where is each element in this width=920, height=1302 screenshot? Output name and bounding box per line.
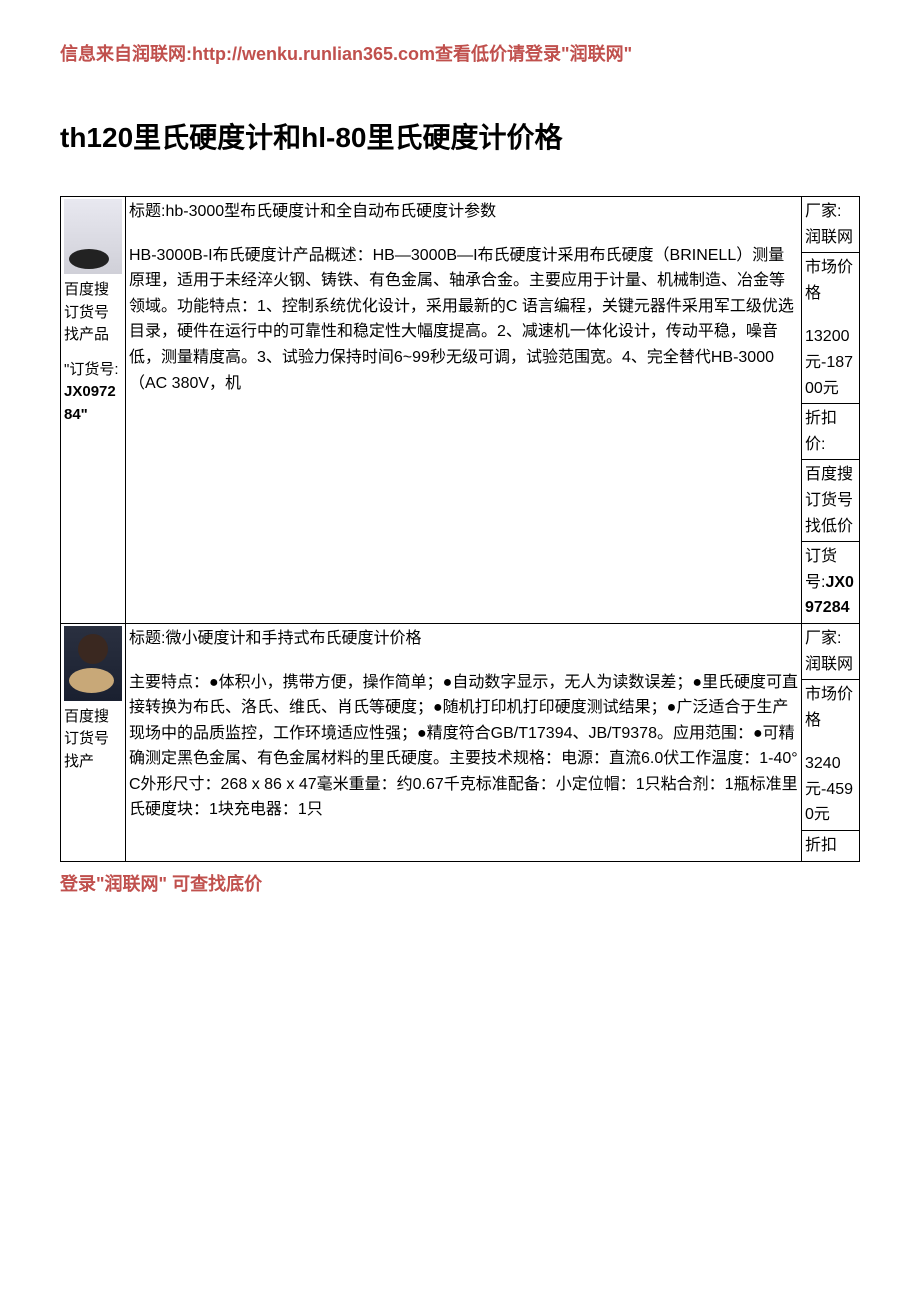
order-number: JX097284" [64,383,116,423]
item-body: HB-3000B-I布氏硬度计产品概述：HB—3000B—I布氏硬度计采用布氏硬… [129,243,798,397]
order-prefix: "订货号: [64,361,119,378]
discount-cell: 折扣 [802,831,860,862]
discount-cell: 折扣价: [802,404,860,460]
order-no-cell: 订货号:JX097284 [802,542,860,624]
order-label: "订货号: JX097284" [64,359,122,427]
discount-label: 折扣 [805,833,856,859]
market-price-value: 3240元-4590元 [805,751,856,828]
market-price-label: 市场价格 [805,255,856,306]
header-notice: 信息来自润联网:http://wenku.runlian365.com查看低价请… [60,40,860,66]
item-title: 标题:微小硬度计和手持式布氏硬度计价格 [129,626,798,652]
product-table: 百度搜订货号找产品 "订货号: JX097284" 标题:hb-3000型布氏硬度… [60,196,860,862]
footer-notice: 登录"润联网" 可查找底价 [60,870,860,896]
market-price-cell: 市场价格 3240元-4590元 [802,680,860,831]
manufacturer-cell: 厂家:润联网 [802,623,860,679]
manufacturer-cell: 厂家:润联网 [802,197,860,253]
item-body: 主要特点：●体积小，携带方便，操作简单；●自动数字显示，无人为读数误差；●里氏硬… [129,670,798,824]
left-cell: 百度搜订货号找产品 "订货号: JX097284" [61,197,126,624]
header-prefix: 信息来自润联网: [60,44,192,64]
market-price-cell: 市场价格 13200元-18700元 [802,253,860,404]
product-image [64,626,122,701]
item-title: 标题:hb-3000型布氏硬度计和全自动布氏硬度计参数 [129,199,798,225]
search-low-cell: 百度搜订货号找低价 [802,460,860,542]
search-low-label: 百度搜订货号找低价 [805,462,856,539]
product-image [64,199,122,274]
middle-cell: 标题:hb-3000型布氏硬度计和全自动布氏硬度计参数 HB-3000B-I布氏… [126,197,802,624]
table-row: 百度搜订货号找产品 "订货号:JX097284" 标题:hb-3000型布氏硬度… [61,197,860,253]
header-suffix: 查看低价请登录"润联网" [435,44,632,64]
search-label: 百度搜订货号找产品 [64,279,122,347]
discount-label: 折扣价: [805,406,856,457]
page-title: th120里氏硬度计和hl-80里氏硬度计价格 [60,116,860,156]
table-row: 百度搜订货号找产 标题:微小硬度计和手持式布氏硬度计价格 主要特点：●体积小，携… [61,623,860,679]
manufacturer-label: 厂家 [805,630,837,647]
left-cell: 百度搜订货号找产 [61,623,126,861]
header-url[interactable]: http://wenku.runlian365.com [192,44,435,64]
market-price-label: 市场价格 [805,682,856,733]
search-label: 百度搜订货号找产 [64,706,122,774]
market-price-value: 13200元-18700元 [805,324,856,401]
middle-cell: 标题:微小硬度计和手持式布氏硬度计价格 主要特点：●体积小，携带方便，操作简单；… [126,623,802,861]
manufacturer-label: 厂家 [805,203,837,220]
